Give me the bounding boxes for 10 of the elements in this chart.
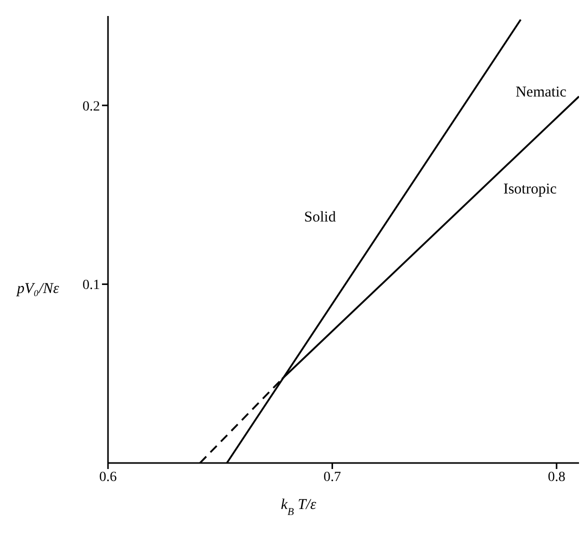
- x-axis-title: k$_{B}$ T/ε: [280, 497, 316, 518]
- x-tick-label: 0.6: [99, 470, 117, 485]
- y-axis-title: pV₀/Nε: [16, 281, 60, 298]
- x-tick-label: 0.8: [548, 470, 566, 485]
- y-tick-label: 0.2: [82, 99, 100, 114]
- annotation: Nematic: [516, 84, 567, 100]
- y-tick-label: 0.1: [82, 278, 100, 294]
- x-tick-label: 0.7: [324, 470, 342, 485]
- annotation: Isotropic: [503, 181, 557, 198]
- annotation: Solid: [304, 209, 336, 226]
